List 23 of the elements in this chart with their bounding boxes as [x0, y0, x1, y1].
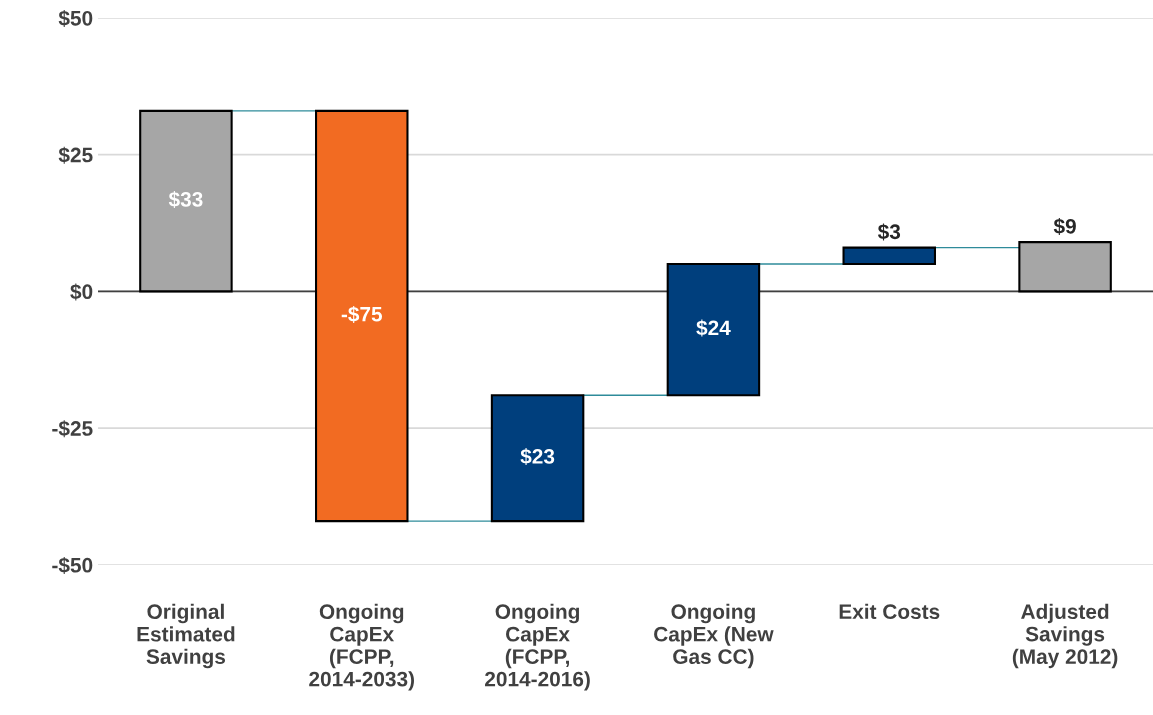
data-label: $24	[696, 319, 731, 337]
y-tick-label: -$50	[52, 556, 93, 574]
data-label: $9	[1053, 217, 1076, 235]
bar	[139, 109, 233, 293]
x-tick-label: Ongoing CapEx (New Gas CC)	[654, 603, 774, 669]
bar	[1018, 241, 1112, 293]
data-label: $33	[168, 191, 203, 209]
y-tick-label: $50	[58, 9, 93, 27]
x-tick-label: Ongoing CapEx (FCPP, 2014-2033)	[309, 603, 415, 691]
y-tick-label: $0	[70, 283, 93, 301]
data-label: $23	[520, 448, 555, 466]
x-tick-label: Exit Costs	[839, 603, 940, 620]
x-tick-label: Adjusted Savings (May 2012)	[1012, 603, 1118, 669]
bar	[315, 109, 409, 523]
y-tick-label: -$25	[52, 420, 93, 438]
bar	[490, 394, 585, 523]
data-label: -$75	[341, 305, 383, 323]
x-tick-label: Ongoing CapEx (FCPP, 2014-2016)	[485, 603, 590, 691]
data-label: $3	[877, 223, 901, 241]
bar	[842, 246, 937, 266]
x-tick-label: Original Estimated Savings	[137, 603, 235, 669]
bar	[666, 262, 761, 397]
y-tick-label: $25	[58, 146, 93, 164]
